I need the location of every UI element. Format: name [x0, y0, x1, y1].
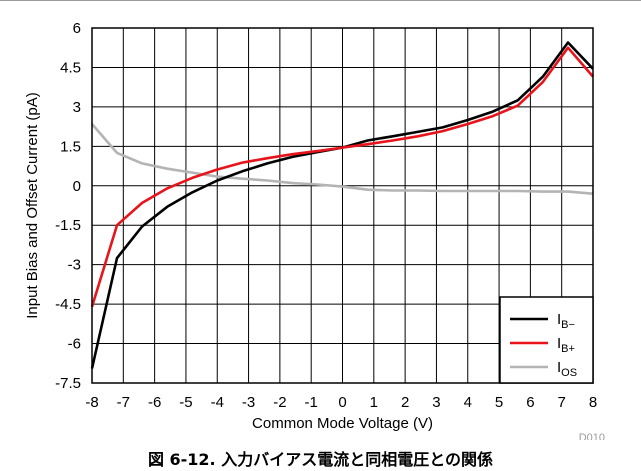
figure-caption: 図 6-12. 入力バイアス電流と同相電圧との関係 [147, 450, 494, 469]
top-rule [0, 0, 641, 1]
x-tick-label: 3 [432, 394, 440, 411]
x-tick-label: -2 [273, 394, 286, 411]
y-tick-label: 1.5 [60, 138, 81, 155]
x-tick-label: 0 [338, 394, 346, 411]
x-tick-label: -8 [85, 394, 98, 411]
x-tick-label: -4 [211, 394, 224, 411]
legend-box [499, 296, 594, 384]
x-tick-label: 1 [370, 394, 378, 411]
x-tick-label: -1 [305, 394, 318, 411]
x-tick-label: 2 [401, 394, 409, 411]
x-tick-labels: -8 -7 -6 -5 -4 -3 -2 -1 0 1 2 3 4 5 6 7 8 [85, 394, 597, 411]
y-tick-label: 4.5 [60, 59, 81, 76]
y-tick-label: 3 [73, 99, 81, 116]
legend-label: IB− [557, 311, 575, 331]
x-tick-label: 4 [464, 394, 472, 411]
x-tick-label: 6 [526, 394, 534, 411]
chart-id: D010 [579, 432, 605, 440]
chart: 6 4.5 3 1.5 0 -1.5 -3 -4.5 -6 -7.5 -8 -7 -6 -5 -4 -3 -2… [24, 20, 605, 440]
y-tick-label: 0 [73, 178, 81, 195]
legend: IB− IB+ IOS [499, 296, 594, 384]
plot-frame [91, 27, 594, 384]
x-tick-label: 8 [589, 394, 597, 411]
x-tick-label: 5 [495, 394, 503, 411]
legend-label: IOS [557, 359, 577, 379]
series-lines [90, 41, 594, 369]
series-line-os [91, 123, 594, 195]
x-tick-label: -6 [148, 394, 161, 411]
y-tick-labels: 6 4.5 3 1.5 0 -1.5 -3 -4.5 -6 -7.5 [55, 20, 81, 392]
x-axis-title: Common Mode Voltage (V) [252, 415, 433, 432]
series-line-bplus [90, 46, 594, 308]
y-tick-label: -6 [68, 336, 81, 353]
y-tick-label: -4.5 [55, 296, 81, 313]
y-axis-title: Input Bias and Offset Current (pA) [24, 92, 41, 319]
x-tick-label: -5 [179, 394, 192, 411]
x-tick-label: -7 [117, 394, 130, 411]
legend-label: IB+ [557, 335, 575, 355]
x-tick-label: 7 [558, 394, 566, 411]
y-tick-label: -3 [68, 257, 81, 274]
y-tick-label: -7.5 [55, 375, 81, 392]
y-tick-label: 6 [73, 20, 81, 37]
x-tick-label: -3 [242, 394, 255, 411]
y-tick-label: -1.5 [55, 217, 81, 234]
